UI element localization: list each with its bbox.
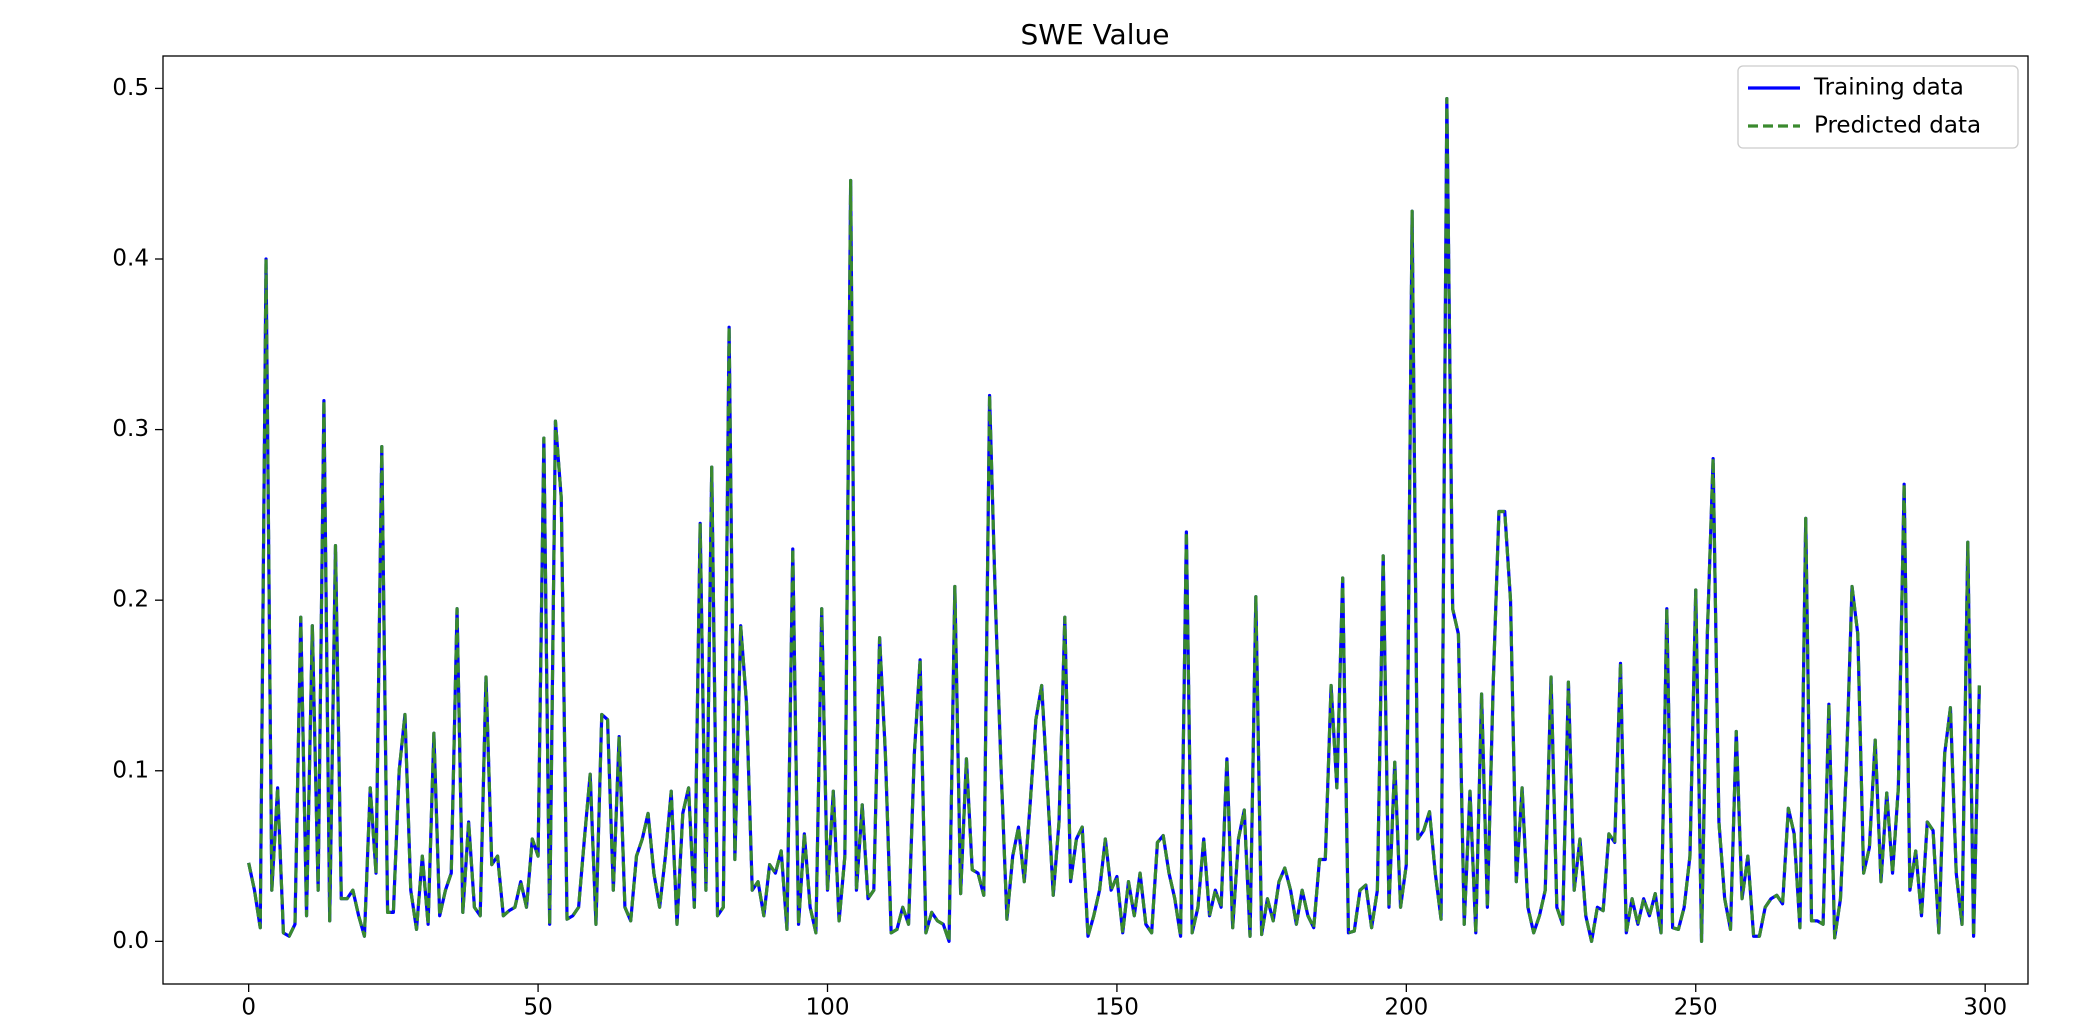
x-tick-label: 200 <box>1384 995 1428 1021</box>
x-tick-label: 50 <box>523 995 552 1021</box>
x-tick-label: 150 <box>1095 995 1139 1021</box>
x-tick-label: 250 <box>1674 995 1718 1021</box>
plot-frame <box>162 55 2029 985</box>
y-tick-label: 0.4 <box>112 246 149 272</box>
x-tick-label: 300 <box>1963 995 2007 1021</box>
legend-box <box>1737 65 2019 149</box>
y-tick-label: 0.3 <box>112 416 149 442</box>
y-tick-label: 0.2 <box>112 587 149 613</box>
y-tick-label: 0.5 <box>112 75 149 101</box>
legend-label: Training data <box>1813 75 1964 101</box>
x-tick-label: 0 <box>241 995 256 1021</box>
y-tick-label: 0.0 <box>112 928 149 954</box>
y-tick-label: 0.1 <box>112 757 149 783</box>
legend-label: Predicted data <box>1814 113 1981 139</box>
chart-title: SWE Value <box>1021 18 1170 51</box>
legend: Training data Predicted data <box>1737 65 2019 149</box>
series-line <box>247 97 1981 943</box>
x-tick-label: 100 <box>806 995 850 1021</box>
